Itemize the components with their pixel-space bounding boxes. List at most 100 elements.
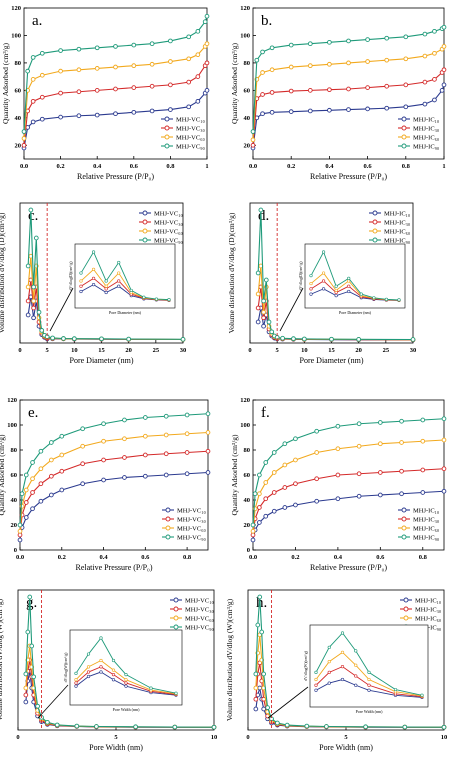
data-point [17, 522, 23, 528]
data-point [261, 706, 267, 712]
data-point [257, 505, 262, 510]
data-point [420, 467, 426, 473]
data-point [29, 643, 35, 649]
data-point [420, 490, 426, 495]
y-tick-label: 100 [11, 33, 21, 40]
data-point [263, 277, 269, 283]
legend-label: MHJ-VC₃₀ [154, 219, 183, 226]
inset-point [99, 670, 103, 674]
legend-marker [401, 525, 407, 531]
data-point [205, 448, 211, 454]
x-tick-label: 0 [246, 734, 249, 741]
data-point [204, 41, 210, 47]
series-line [257, 307, 414, 341]
x-tick-label: 30 [180, 347, 187, 354]
inset-point [327, 645, 331, 649]
data-point [39, 94, 45, 100]
data-point [257, 472, 262, 478]
inset-point [359, 292, 363, 296]
legend-marker [142, 219, 148, 225]
x-tick-label: 10 [211, 734, 218, 741]
legend-marker [372, 228, 378, 234]
legend-label: MHJ-IC₁₀ [413, 116, 439, 123]
inset-point [309, 287, 313, 291]
data-point [261, 323, 266, 329]
data-point [48, 440, 54, 445]
legend: MHJ-VC₁₀ MHJ-VC₃₀ MHJ-VC₆₀ MHJ-VC₉₀ [161, 116, 205, 150]
data-point [31, 674, 37, 680]
legend-marker [372, 219, 378, 225]
data-point [324, 724, 329, 729]
data-point [335, 446, 341, 452]
y-tick-label: 0 [247, 547, 250, 554]
legend-marker [142, 210, 148, 216]
data-point [410, 337, 416, 342]
x-tick-label: 10 [301, 347, 308, 354]
data-point [76, 67, 82, 73]
data-point [25, 284, 31, 290]
inset-point [91, 283, 96, 287]
data-point [261, 309, 266, 315]
inset-point [321, 271, 326, 275]
data-point [205, 470, 211, 475]
inset: Pore Diameter (nm) dV/dlog(D)(cm³/g) [279, 243, 406, 332]
inset-point [74, 671, 78, 675]
y-tick-label: 80 [244, 447, 251, 454]
data-point [23, 699, 29, 705]
data-point [23, 487, 29, 493]
legend-label: MHJ-IC₁₀ [384, 210, 410, 217]
data-point [288, 42, 294, 48]
legend-marker [401, 516, 407, 522]
inset-point [111, 658, 116, 663]
inset-point [86, 674, 91, 679]
data-point [30, 506, 35, 512]
data-point [186, 79, 192, 85]
data-point [94, 724, 99, 729]
y-tick-label: 100 [7, 422, 17, 429]
data-point [61, 336, 66, 341]
y-tick-label: 60 [15, 88, 22, 95]
y-tick-label: 20 [244, 522, 251, 529]
y-tick-label: 20 [15, 142, 22, 149]
x-tick-label: 0.0 [16, 554, 24, 561]
inset-arrow [49, 287, 74, 332]
legend-marker [173, 615, 179, 621]
data-point [33, 235, 39, 241]
data-point [261, 315, 266, 321]
data-point [363, 724, 368, 730]
inset-point [99, 658, 103, 663]
data-point [48, 457, 54, 463]
data-point [293, 502, 298, 508]
x-tick-label: 0.0 [249, 163, 257, 170]
x-axis-title: Pore Width (nm) [89, 743, 143, 752]
y-tick-label: 40 [15, 115, 22, 122]
legend-marker [165, 516, 171, 522]
inset-point [174, 691, 178, 695]
data-point [149, 61, 155, 67]
data-point [288, 88, 294, 94]
inset-point [91, 267, 96, 271]
data-point [314, 428, 320, 434]
inset-point [372, 296, 376, 300]
data-point [257, 685, 263, 691]
inset-point [314, 688, 318, 692]
data-point [27, 594, 33, 600]
legend: MHJ-VC₁₀ MHJ-VC₃₀ MHJ-VC₆₀ MHJ-VC₉₀ [170, 597, 214, 631]
data-point [327, 39, 332, 45]
data-point [269, 45, 275, 51]
data-point [304, 723, 310, 729]
legend-label: MHJ-IC₆₀ [413, 525, 439, 532]
y-axis-title: Quantity Adsorbed (cm³/g) [0, 434, 6, 515]
data-point [17, 532, 23, 538]
x-tick-label: 1 [442, 163, 445, 170]
data-point [142, 433, 148, 439]
y-axis-title: Quantity Adsorbed (cm³/g) [230, 434, 239, 515]
inset: Pore Diameter (nm) dV/dlog(D)(cm³/g) [49, 243, 176, 332]
data-point [25, 68, 31, 74]
inset-point [354, 674, 358, 678]
data-point [402, 724, 408, 730]
data-point [39, 72, 45, 78]
data-point [17, 528, 23, 534]
panel-label: e. [28, 405, 38, 421]
